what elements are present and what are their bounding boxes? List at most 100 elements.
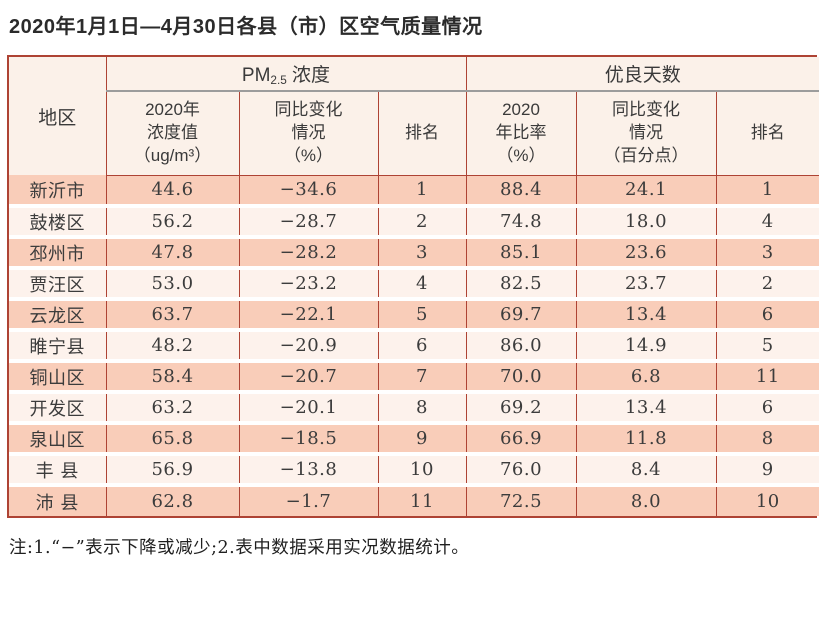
region-cell: 鼓楼区 — [9, 206, 107, 239]
pm-rank-cell: 11 — [378, 485, 467, 516]
good-ratio-cell: 69.7 — [466, 299, 577, 332]
region-cell: 沛 县 — [9, 485, 107, 516]
pm-rank-cell: 4 — [378, 268, 467, 301]
good-ratio-cell: 72.5 — [466, 485, 577, 516]
good-rank-cell: 9 — [716, 454, 820, 487]
good-change-cell: 13.4 — [576, 299, 717, 332]
table-row: 铜山区 58.4 −20.7 7 70.0 6.8 11 — [9, 361, 820, 394]
pm-value-cell: 63.7 — [106, 299, 240, 332]
pm-value-cell: 58.4 — [106, 361, 240, 394]
region-cell: 云龙区 — [9, 299, 107, 332]
pm-label-subscript: 2.5 — [270, 74, 287, 88]
page-title: 2020年1月1日—4月30日各县（市）区空气质量情况 — [9, 16, 483, 38]
good-rank-cell: 8 — [716, 423, 820, 456]
pm-change-cell: −34.6 — [239, 175, 379, 208]
pm-rank-cell: 5 — [378, 299, 467, 332]
col-header-pm-change: 同比变化 情况 （%） — [239, 91, 379, 176]
region-cell: 丰 县 — [9, 454, 107, 487]
pm-rank-cell: 3 — [378, 237, 467, 270]
table-row: 泉山区 65.8 −18.5 9 66.9 11.8 8 — [9, 423, 820, 456]
region-cell: 开发区 — [9, 392, 107, 425]
pm-rank-cell: 7 — [378, 361, 467, 394]
good-rank-cell: 11 — [716, 361, 820, 394]
page: 2020年1月1日—4月30日各县（市）区空气质量情况 地区 PM2.5 浓度 … — [7, 16, 820, 558]
pm-rank-cell: 10 — [378, 454, 467, 487]
good-rank-cell: 3 — [716, 237, 820, 270]
good-ratio-cell: 74.8 — [466, 206, 577, 239]
pm-change-cell: −22.1 — [239, 299, 379, 332]
col-header-good-ratio: 2020 年比率 （%） — [466, 91, 577, 176]
region-cell: 泉山区 — [9, 423, 107, 456]
pm-value-cell: 44.6 — [106, 175, 240, 208]
col-group-pm25: PM2.5 浓度 — [106, 57, 467, 92]
table-row: 云龙区 63.7 −22.1 5 69.7 13.4 6 — [9, 299, 820, 332]
table-header: 地区 PM2.5 浓度 优良天数 2020年 浓度值 （ug/m³） 同比变化 … — [9, 57, 820, 176]
footnote: 注:1.“−”表示下降或减少;2.表中数据采用实况数据统计。 — [9, 538, 470, 558]
data-table: 地区 PM2.5 浓度 优良天数 2020年 浓度值 （ug/m³） 同比变化 … — [9, 57, 820, 516]
good-ratio-cell: 66.9 — [466, 423, 577, 456]
header-group-row: 地区 PM2.5 浓度 优良天数 — [9, 57, 820, 175]
region-cell: 贾汪区 — [9, 268, 107, 301]
col-header-region: 地区 — [9, 57, 107, 175]
good-rank-cell: 6 — [716, 392, 820, 425]
good-change-cell: 6.8 — [576, 361, 717, 394]
col-header-pm-value: 2020年 浓度值 （ug/m³） — [106, 91, 240, 176]
good-rank-cell: 6 — [716, 299, 820, 332]
pm-rank-cell: 1 — [378, 175, 467, 208]
table-row: 邳州市 47.8 −28.2 3 85.1 23.6 3 — [9, 237, 820, 270]
table-row: 丰 县 56.9 −13.8 10 76.0 8.4 9 — [9, 454, 820, 487]
pm-rank-cell: 2 — [378, 206, 467, 239]
table-row: 新沂市 44.6 −34.6 1 88.4 24.1 1 — [9, 175, 820, 208]
pm-value-cell: 63.2 — [106, 392, 240, 425]
good-ratio-cell: 85.1 — [466, 237, 577, 270]
pm-rank-cell: 9 — [378, 423, 467, 456]
good-rank-cell: 1 — [716, 175, 820, 208]
pm-rank-cell: 8 — [378, 392, 467, 425]
col-header-good-change: 同比变化 情况 （百分点） — [576, 91, 717, 176]
pm-change-cell: −28.7 — [239, 206, 379, 239]
air-quality-table: 地区 PM2.5 浓度 优良天数 2020年 浓度值 （ug/m³） 同比变化 … — [7, 55, 820, 518]
col-header-good-rank: 排名 — [716, 91, 820, 176]
table-row: 睢宁县 48.2 −20.9 6 86.0 14.9 5 — [9, 330, 820, 363]
pm-change-cell: −20.1 — [239, 392, 379, 425]
good-change-cell: 11.8 — [576, 423, 717, 456]
good-ratio-cell: 88.4 — [466, 175, 577, 208]
pm-label-suffix: 浓度 — [286, 65, 331, 86]
pm-change-cell: −28.2 — [239, 237, 379, 270]
good-change-cell: 14.9 — [576, 330, 717, 363]
pm-value-cell: 53.0 — [106, 268, 240, 301]
good-change-cell: 8.4 — [576, 454, 717, 487]
col-group-good-days: 优良天数 — [466, 57, 820, 92]
pm-change-cell: −23.2 — [239, 268, 379, 301]
header-sub-row: 2020年 浓度值 （ug/m³） 同比变化 情况 （%） 排名 2020 年比… — [9, 91, 820, 176]
table-row: 沛 县 62.8 −1.7 11 72.5 8.0 10 — [9, 485, 820, 516]
pm-value-cell: 47.8 — [106, 237, 240, 270]
table-row: 贾汪区 53.0 −23.2 4 82.5 23.7 2 — [9, 268, 820, 301]
good-change-cell: 23.6 — [576, 237, 717, 270]
table-row: 开发区 63.2 −20.1 8 69.2 13.4 6 — [9, 392, 820, 425]
pm-change-cell: −20.7 — [239, 361, 379, 394]
good-ratio-cell: 86.0 — [466, 330, 577, 363]
pm-change-cell: −1.7 — [239, 485, 379, 516]
good-change-cell: 24.1 — [576, 175, 717, 208]
pm-value-cell: 56.2 — [106, 206, 240, 239]
region-cell: 睢宁县 — [9, 330, 107, 363]
good-change-cell: 8.0 — [576, 485, 717, 516]
pm-change-cell: −13.8 — [239, 454, 379, 487]
pm-rank-cell: 6 — [378, 330, 467, 363]
table-body: 新沂市 44.6 −34.6 1 88.4 24.1 1 鼓楼区 56.2 −28.7 2 74.8 1… — [9, 175, 820, 516]
pm-value-cell: 65.8 — [106, 423, 240, 456]
region-cell: 新沂市 — [9, 175, 107, 208]
pm-change-cell: −20.9 — [239, 330, 379, 363]
pm-value-cell: 56.9 — [106, 454, 240, 487]
good-ratio-cell: 70.0 — [466, 361, 577, 394]
good-ratio-cell: 76.0 — [466, 454, 577, 487]
col-header-pm-rank: 排名 — [378, 91, 467, 176]
good-change-cell: 13.4 — [576, 392, 717, 425]
good-change-cell: 23.7 — [576, 268, 717, 301]
good-ratio-cell: 82.5 — [466, 268, 577, 301]
pm-value-cell: 48.2 — [106, 330, 240, 363]
region-cell: 铜山区 — [9, 361, 107, 394]
pm-change-cell: −18.5 — [239, 423, 379, 456]
good-rank-cell: 2 — [716, 268, 820, 301]
